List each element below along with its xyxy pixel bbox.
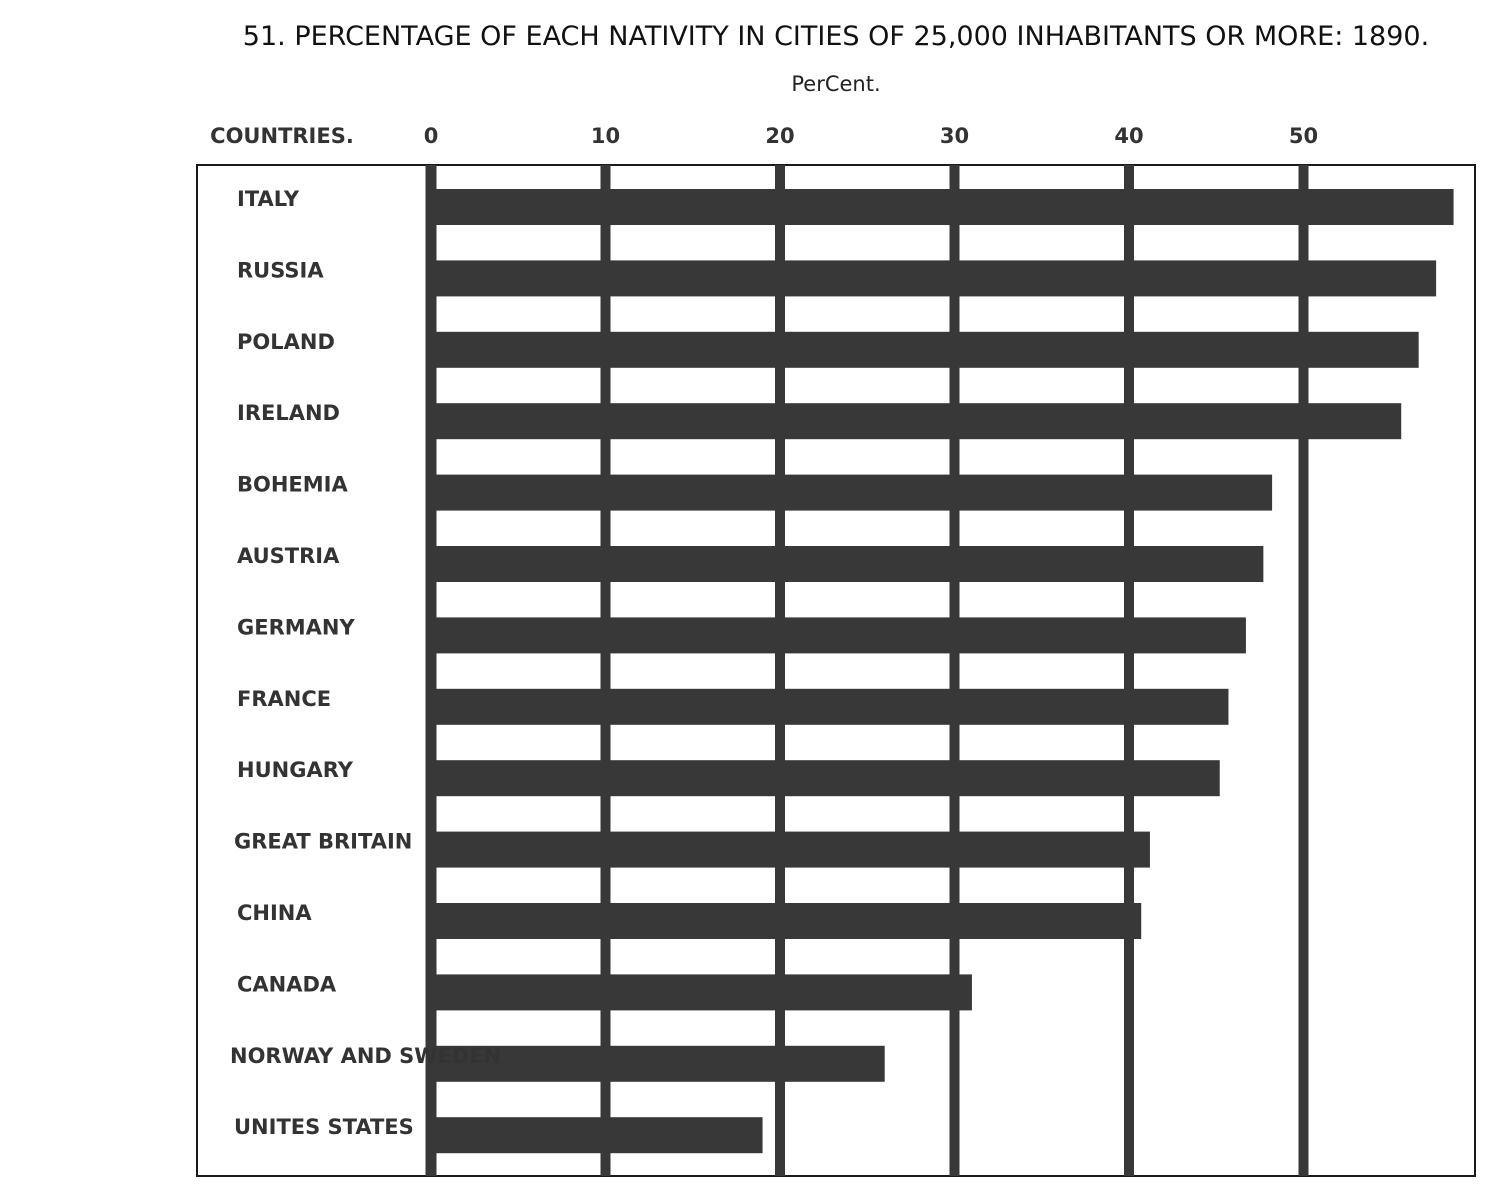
bar: [431, 331, 1419, 368]
bars: [431, 189, 1454, 1154]
bar: [431, 403, 1402, 440]
category-label: IRELAND: [237, 401, 340, 425]
category-label: GERMANY: [237, 615, 355, 639]
category-label: POLAND: [237, 330, 335, 354]
bar: [431, 189, 1454, 225]
category-label: BOHEMIA: [237, 473, 348, 497]
bar: [431, 1045, 885, 1082]
bar: [431, 974, 972, 1011]
chart-title: 51. PERCENTAGE OF EACH NATIVITY IN CITIE…: [243, 21, 1429, 52]
plot-frame: [196, 164, 1476, 1177]
x-tick-label: 20: [765, 124, 794, 148]
bar: [431, 617, 1246, 654]
x-tick-label: 40: [1114, 124, 1143, 148]
bar: [431, 903, 1142, 939]
category-label: CHINA: [237, 901, 312, 925]
x-tick-label: 10: [591, 124, 620, 148]
category-label: ITALY: [237, 187, 300, 211]
category-label: GREAT BRITAIN: [234, 830, 412, 854]
category-label: FRANCE: [237, 687, 331, 711]
x-tick-label: 0: [424, 124, 439, 148]
category-label: NORWAY AND SWEDEN: [230, 1044, 501, 1068]
bar: [431, 831, 1150, 868]
category-label: AUSTRIA: [237, 544, 340, 568]
bar: [431, 1117, 763, 1154]
category-label: UNITES STATES: [234, 1115, 414, 1139]
bar: [431, 546, 1264, 582]
category-header: COUNTRIES.: [210, 124, 354, 148]
unit-label: PerCent.: [791, 72, 880, 96]
bar: [431, 260, 1437, 297]
x-tick-label: 50: [1289, 124, 1318, 148]
x-tick-label: 30: [940, 124, 969, 148]
category-label: CANADA: [237, 972, 337, 996]
x-axis-ticks: 0 10 20 30 40 50: [424, 124, 1318, 148]
bar: [431, 688, 1229, 725]
category-label: HUNGARY: [237, 758, 354, 782]
bar: [431, 760, 1220, 797]
category-labels: ITALY RUSSIA POLAND IRELAND BOHEMIA AUSTRIA GE…: [230, 187, 501, 1139]
bar: [431, 474, 1273, 511]
category-label: RUSSIA: [237, 258, 324, 282]
